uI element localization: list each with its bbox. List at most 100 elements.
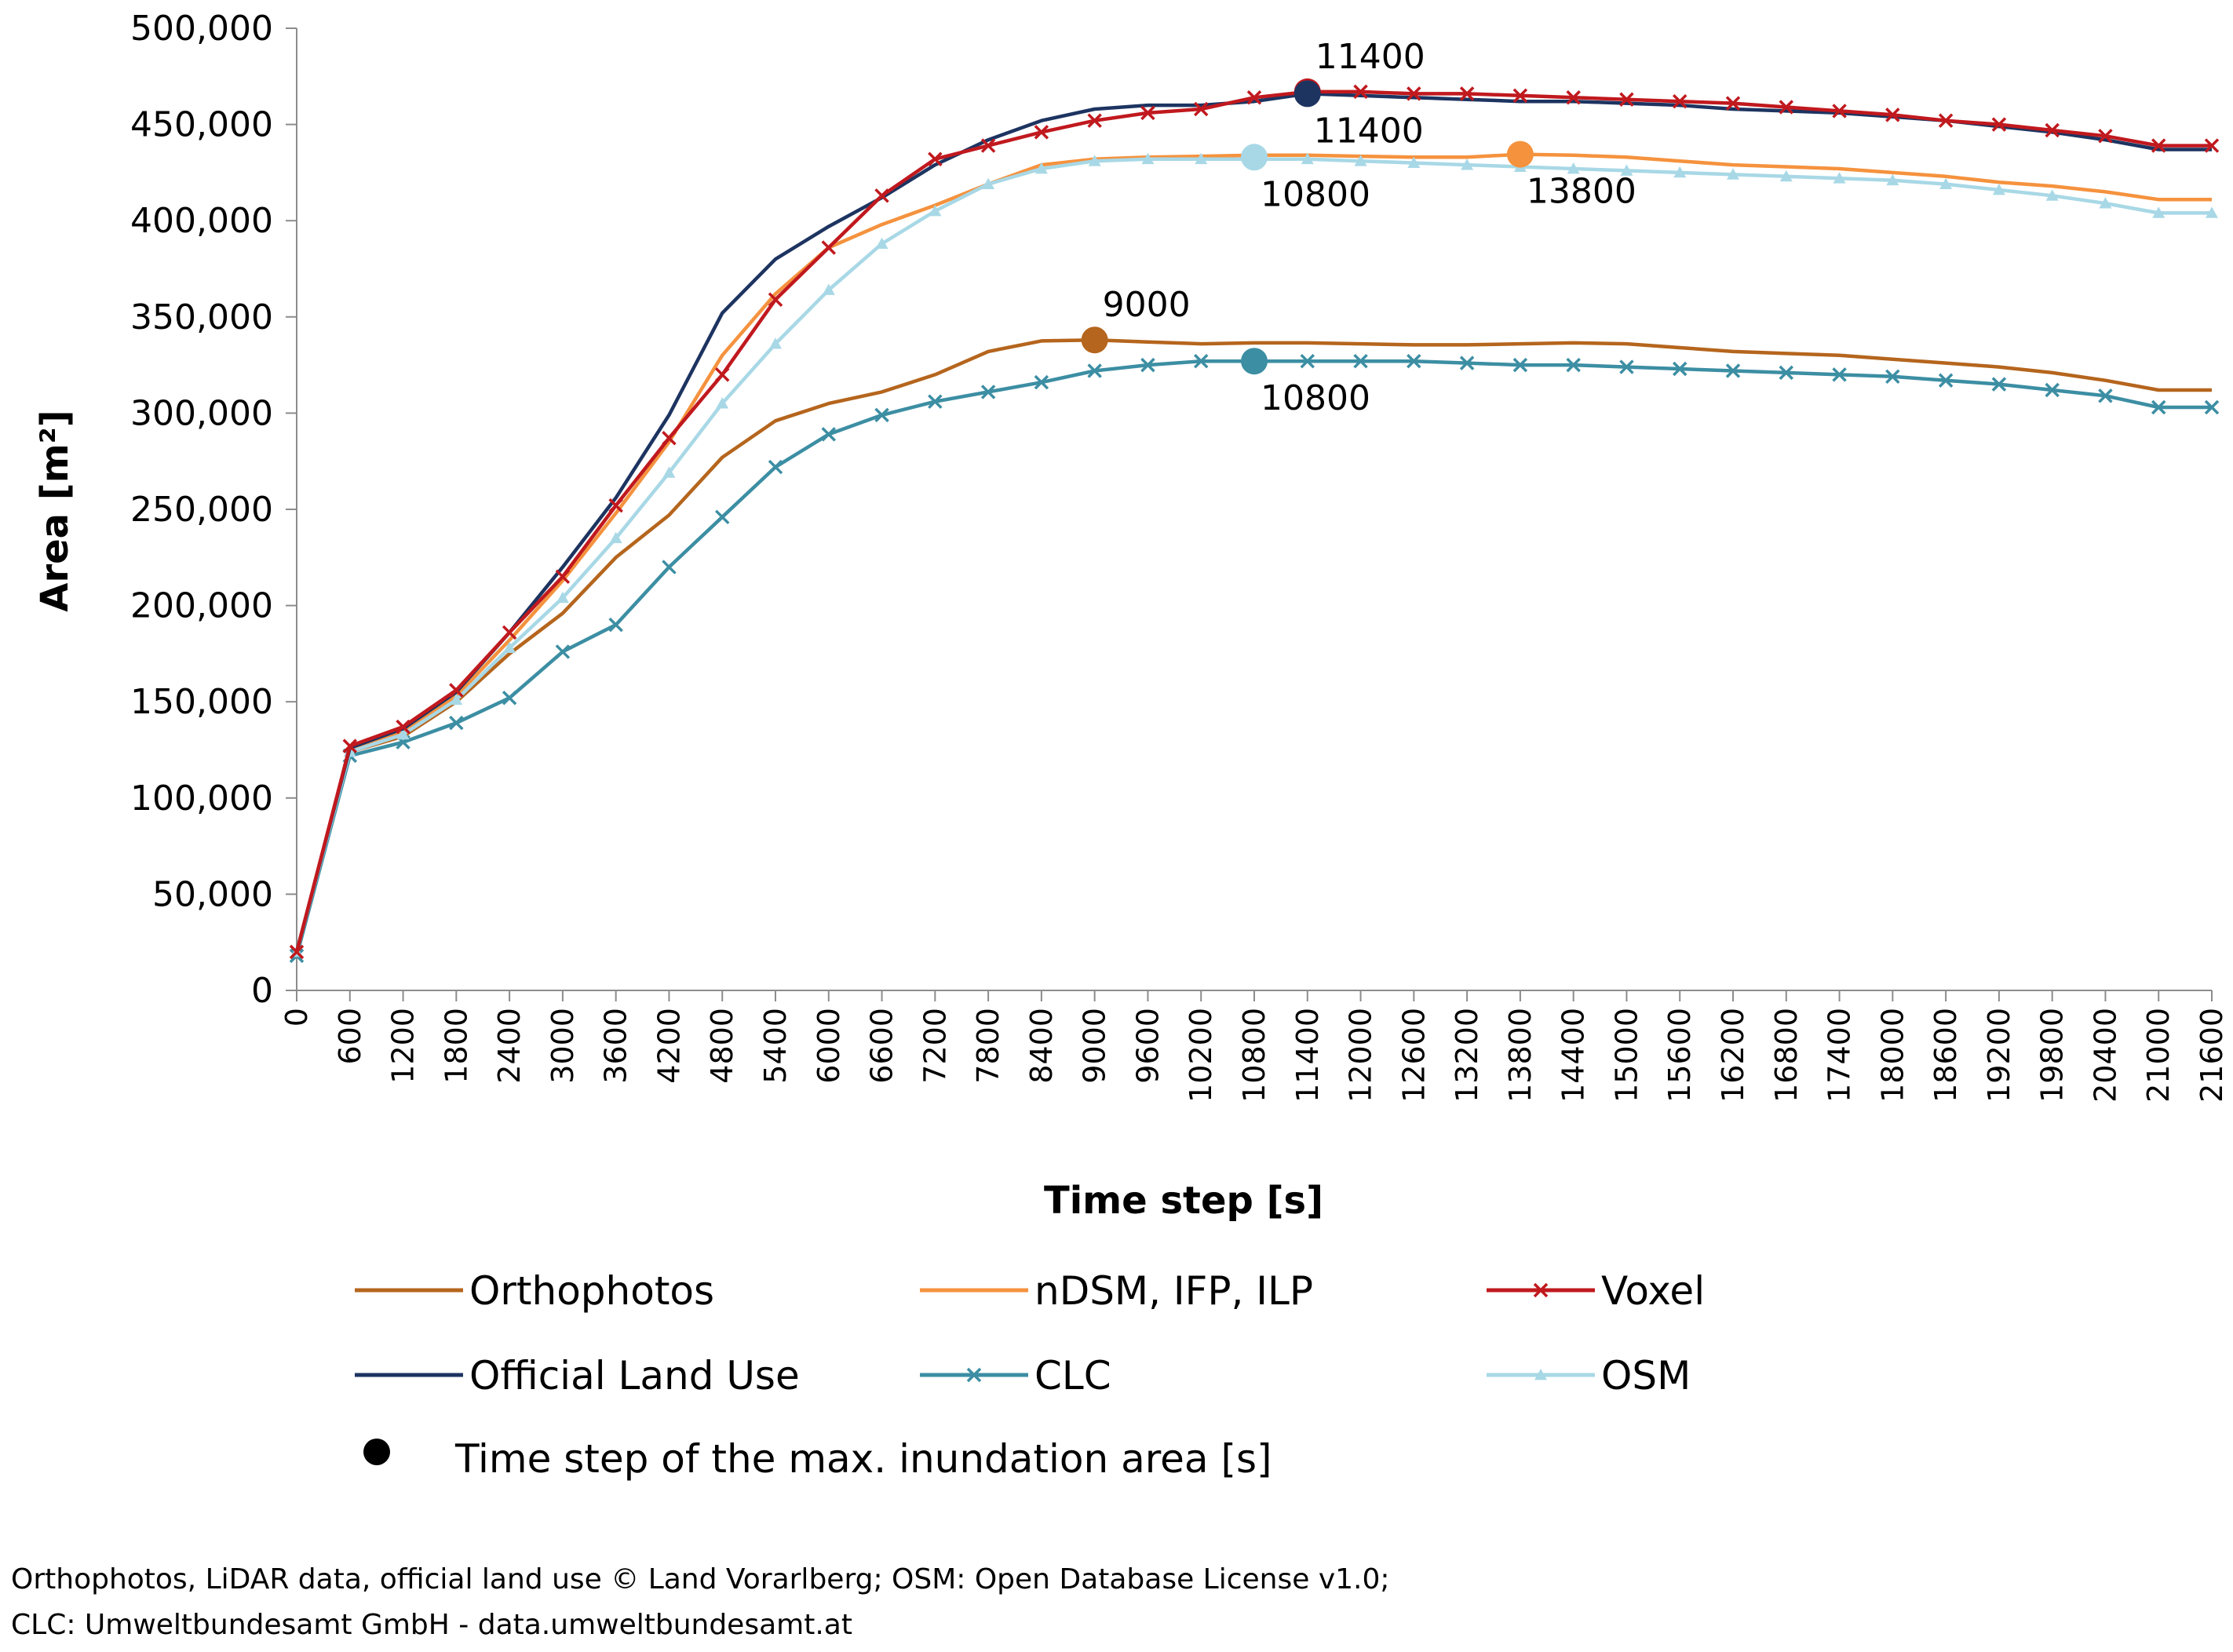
data-point-osm (875, 237, 888, 250)
max-point-label-clc: 10800 (1261, 378, 1370, 418)
max-point-label-orthophotos: 9000 (1103, 285, 1191, 325)
legend-label: Time step of the max. inundation area [s… (454, 1436, 1272, 1482)
data-point-osm (2206, 206, 2218, 218)
legend-label: Voxel (1601, 1268, 1705, 1314)
data-point-clc (1407, 353, 1421, 369)
data-point-voxel (2098, 129, 2113, 144)
data-point-osm (1620, 164, 1633, 176)
data-point-clc (1512, 357, 1528, 373)
data-point-osm (2152, 206, 2165, 218)
x-tick-label: 20400 (2088, 1008, 2122, 1103)
data-point-voxel (1407, 86, 1421, 101)
x-tick-label: 0 (279, 1008, 314, 1027)
data-point-voxel (502, 625, 517, 640)
data-point-osm (1461, 159, 1474, 170)
data-point-clc (608, 617, 623, 633)
data-point-osm (929, 204, 942, 217)
legend: Orthophotos nDSM, IFP, ILP Voxel Official L… (355, 1268, 1705, 1482)
y-tick-label: 400,000 (130, 201, 273, 241)
y-axis-title: Area [m²] (33, 410, 77, 611)
x-tick-label: 3000 (545, 1008, 580, 1084)
y-tick-label: 0 (251, 971, 273, 1011)
data-point-clc (1991, 377, 2007, 392)
data-point-voxel (1246, 90, 1262, 105)
data-point-osm (503, 641, 516, 653)
data-point-voxel (1832, 104, 1847, 119)
data-point-voxel (2204, 138, 2220, 153)
data-point-osm (609, 531, 622, 544)
series-line-ndsm-ifp-ilp (294, 152, 2212, 953)
x-tick-label: 21000 (2141, 1008, 2176, 1103)
x-tick-label: 16200 (1716, 1008, 1750, 1103)
data-point-voxel (1353, 84, 1368, 100)
data-point-osm (1567, 162, 1580, 174)
data-point-osm (450, 693, 463, 706)
x-tick-label: 15000 (1609, 1008, 1644, 1103)
series-ndsm-ifp-ilp (294, 152, 2212, 953)
x-tick-label: 6000 (812, 1008, 846, 1084)
x-tick-label: 12000 (1344, 1008, 1378, 1103)
data-point-clc (2151, 399, 2166, 415)
data-point-voxel (714, 367, 730, 382)
x-tick-label: 600 (333, 1008, 367, 1065)
data-point-osm (556, 591, 569, 604)
data-point-voxel (555, 569, 571, 585)
x-tick-label: 18000 (1875, 1008, 1910, 1103)
data-point-voxel (1512, 88, 1528, 104)
data-point-voxel (1619, 92, 1634, 107)
data-point-voxel (768, 292, 783, 307)
data-point-voxel (1566, 90, 1581, 105)
x-tick-label: 4800 (705, 1008, 739, 1084)
data-point-clc (1672, 361, 1688, 377)
footer-credit-line-2: CLC: Umweltbundesamt GmbH - data.umweltb… (11, 1609, 852, 1641)
x-tick-label: 14400 (1556, 1008, 1591, 1103)
data-point-osm (1992, 183, 2005, 195)
data-point-clc (1459, 356, 1475, 370)
series-lines (289, 84, 2220, 964)
series-orthophotos (294, 337, 2212, 953)
data-point-osm (822, 283, 835, 295)
data-point-osm (1939, 177, 1953, 190)
data-point-clc (1725, 363, 1741, 378)
data-point-voxel (1193, 101, 1209, 117)
max-point-official-land-use (1293, 80, 1321, 108)
data-point-voxel (1140, 105, 1155, 121)
data-point-clc (714, 509, 730, 525)
x-tick-label: 21600 (2195, 1008, 2229, 1103)
data-point-clc (1779, 365, 1794, 381)
data-point-osm (1833, 172, 1846, 184)
legend-item-voxel: Voxel (1487, 1268, 1705, 1314)
max-point-label-voxel: 11400 (1315, 37, 1425, 77)
x-tick-label: 11400 (1290, 1008, 1325, 1103)
legend-item-ndsm-ifp-ilp: nDSM, IFP, ILP (920, 1268, 1313, 1314)
data-point-clc (1193, 353, 1209, 369)
data-point-voxel (2045, 122, 2060, 138)
x-tick-label: 12600 (1396, 1008, 1431, 1103)
legend-item-clc: CLC (920, 1353, 1111, 1399)
x-tick-label: 10800 (1237, 1008, 1272, 1103)
data-point-voxel (1087, 113, 1102, 128)
x-tick-label: 1200 (386, 1008, 421, 1084)
series-official-land-use (294, 92, 2212, 953)
y-tick-label: 200,000 (130, 586, 273, 626)
max-point-osm (1241, 144, 1268, 171)
data-point-voxel (1459, 86, 1475, 101)
x-tick-label: 7800 (971, 1008, 1005, 1084)
y-tick-label: 150,000 (130, 682, 273, 722)
x-tick-label: 13800 (1503, 1008, 1538, 1103)
legend-item-max-inundation: Time step of the max. inundation area [s… (363, 1436, 1272, 1482)
data-point-clc (1619, 359, 1634, 374)
data-point-clc (1353, 353, 1368, 369)
x-tick-label: 7200 (918, 1008, 952, 1084)
y-tick-label: 450,000 (130, 105, 273, 145)
data-point-voxel (289, 944, 305, 960)
data-point-osm (1141, 152, 1155, 165)
axes: 0 50,000 100,000 150,000 200,000 250,000 300,0… (33, 9, 2229, 1223)
series-line-clc (294, 359, 2212, 957)
legend-label: CLC (1034, 1353, 1111, 1399)
x-tick-label: 15600 (1662, 1008, 1697, 1103)
data-point-osm (769, 337, 782, 349)
data-point-clc (874, 407, 889, 423)
data-point-osm (1779, 170, 1793, 182)
data-point-clc (2098, 388, 2113, 403)
